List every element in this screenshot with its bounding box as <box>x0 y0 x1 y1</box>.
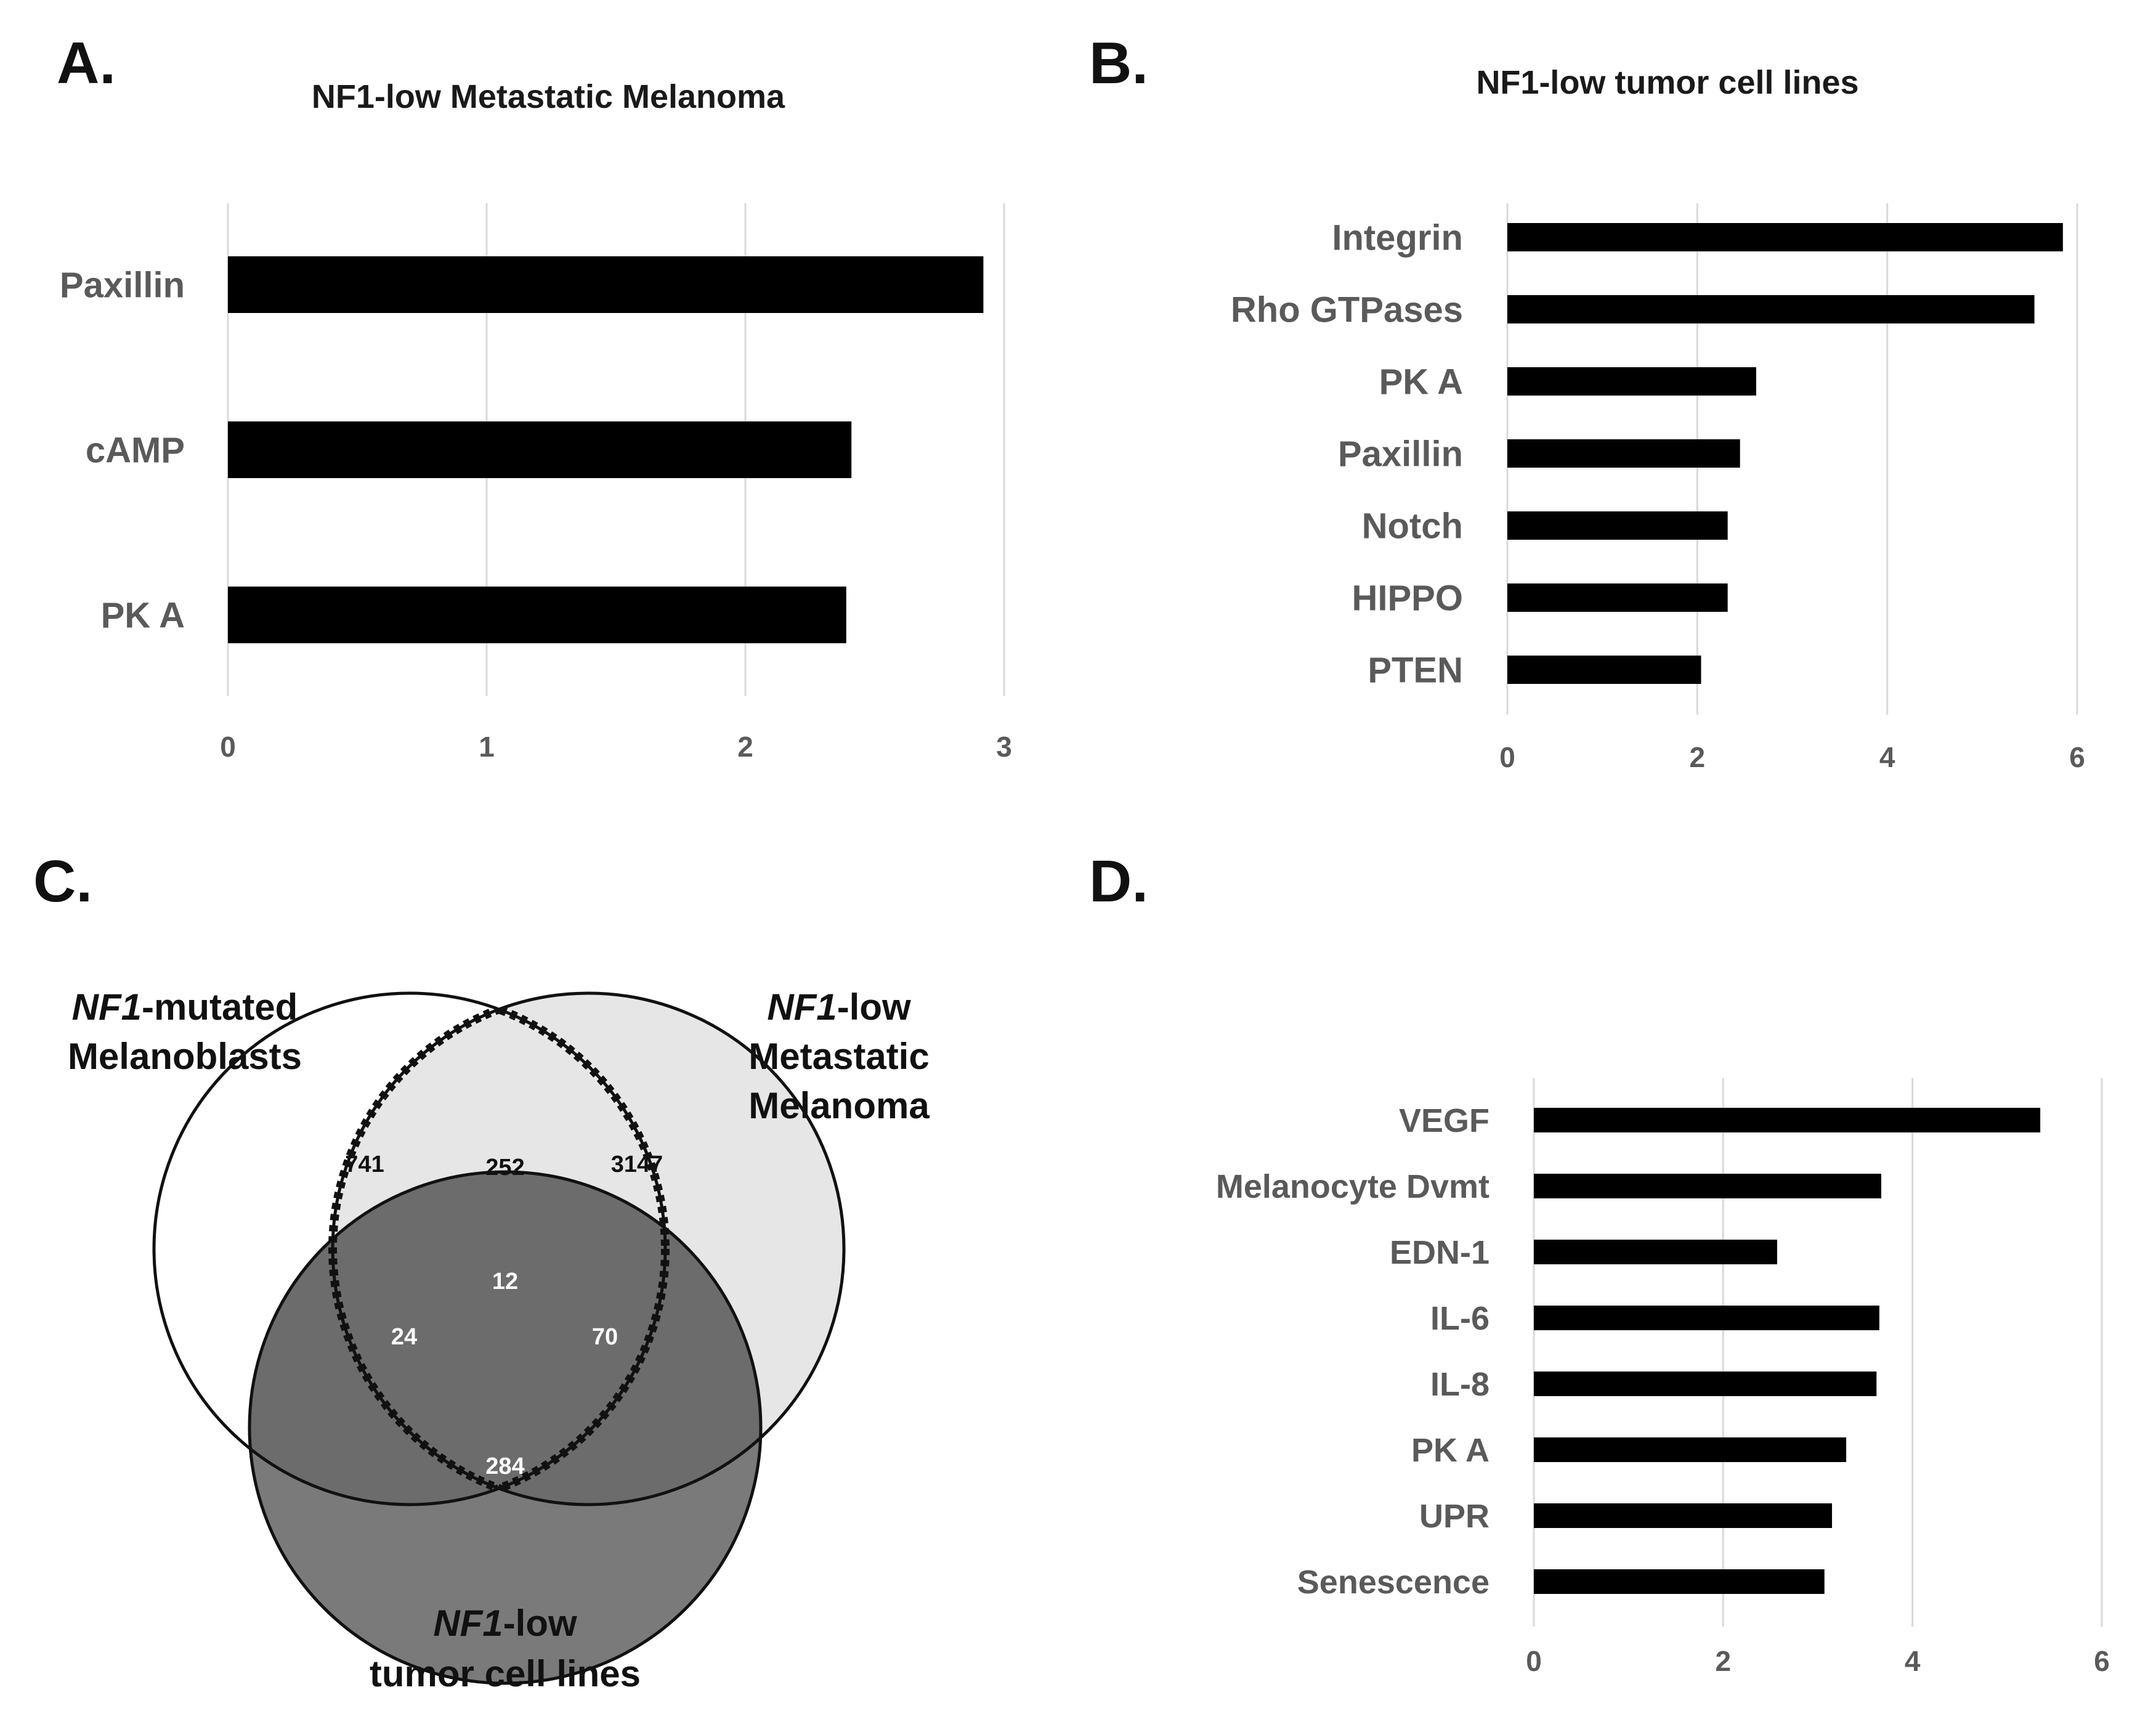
bar-pk-a <box>1507 367 1756 396</box>
venn-label-rest: -low <box>837 986 911 1028</box>
category-label: Paxillin <box>1338 434 1463 474</box>
category-label: Senescence <box>1297 1564 1489 1601</box>
bar-rho-gtpases <box>1507 295 2035 323</box>
venn-label-melanoblasts: NF1-mutated <box>72 986 298 1028</box>
bar-camp <box>228 421 852 478</box>
venn-label-rest: -low <box>503 1603 577 1644</box>
x-tick-label: 1 <box>479 731 495 763</box>
category-label: VEGF <box>1399 1102 1489 1139</box>
chart-d: 0 2 4 6 VEGF Melanocyte Dvmt EDN-1 IL-6 IL-8 PK A… <box>1216 1078 2110 1677</box>
category-label: PK A <box>1379 362 1463 402</box>
venn-count-melanoblasts-only: 741 <box>345 1152 384 1177</box>
category-label: UPR <box>1419 1498 1489 1535</box>
venn-label-italic: NF1 <box>433 1603 503 1644</box>
x-tick-label: 0 <box>1526 1645 1542 1677</box>
venn-label-rest: -mutated <box>142 986 298 1028</box>
venn-label-cell_lines: NF1-low <box>433 1603 577 1644</box>
bar-melanocyte-dvmt <box>1534 1174 1881 1198</box>
bar-edn-1 <box>1534 1240 1777 1264</box>
x-tick-label: 6 <box>2069 741 2085 773</box>
panel-letter-c: C. <box>33 848 92 914</box>
venn-label-italic: NF1 <box>767 986 837 1028</box>
bar-integrin <box>1507 223 2063 251</box>
bar-upr <box>1534 1503 1833 1528</box>
bar-notch <box>1507 511 1728 540</box>
bar-hippo <box>1507 583 1728 612</box>
category-label: Integrin <box>1332 217 1463 258</box>
category-label: PK A <box>101 595 185 635</box>
x-tick-label: 6 <box>2094 1645 2110 1677</box>
bar-pten <box>1507 656 1701 684</box>
category-label: PK A <box>1411 1432 1489 1469</box>
category-label: IL-8 <box>1430 1366 1489 1403</box>
category-label: HIPPO <box>1352 578 1464 618</box>
category-label: Melanocyte Dvmt <box>1216 1168 1489 1205</box>
bar-pk-a <box>228 587 846 643</box>
venn-count-cell-lines-only: 284 <box>485 1453 524 1479</box>
chart-a: NF1-low Metastatic Melanoma 0 1 2 3 Paxillin c… <box>60 78 1012 763</box>
bar-paxillin <box>1507 439 1740 468</box>
venn-label-italic: NF1 <box>72 986 142 1028</box>
venn-count-all-three: 12 <box>492 1269 518 1294</box>
venn-outline-cell-lines <box>248 1170 763 1685</box>
venn-dotted-a-group <box>333 993 670 1505</box>
bar-il-8 <box>1534 1372 1877 1396</box>
venn-label-cell_lines-line2: tumor cell lines <box>370 1653 641 1694</box>
venn-count-melanoma-only: 3147 <box>611 1152 663 1177</box>
venn-overlap-bc <box>333 1172 761 1505</box>
venn-overlap-bc-group <box>333 1172 761 1505</box>
venn-label-melanoma: NF1-low <box>767 986 911 1028</box>
category-label: Rho GTPases <box>1231 290 1463 330</box>
category-label: Notch <box>1362 506 1463 546</box>
panel-letter-a: A. <box>57 30 116 96</box>
venn-label-melanoma-line3: Melanoma <box>748 1085 930 1126</box>
x-tick-label: 0 <box>1499 741 1515 773</box>
x-tick-label: 2 <box>737 731 753 763</box>
venn-dotted-b <box>328 993 665 1505</box>
chart-b: NF1-low tumor cell lines 0 2 4 6 Integrin Rho … <box>1231 64 2085 773</box>
category-label: EDN-1 <box>1390 1234 1489 1271</box>
category-label: Paxillin <box>60 265 185 305</box>
venn-count-melanoma-cell-lines: 70 <box>592 1324 618 1350</box>
chart-title: NF1-low Metastatic Melanoma <box>312 78 785 115</box>
bar-pk-a <box>1534 1437 1847 1462</box>
venn-label-melanoblasts-line2: Melanoblasts <box>68 1036 302 1077</box>
bar-vegf <box>1534 1108 2041 1132</box>
panel-letter-b: B. <box>1089 30 1148 96</box>
bar-paxillin <box>228 256 984 313</box>
venn-count-melanoblasts-melanoma: 252 <box>485 1155 524 1181</box>
x-tick-label: 2 <box>1690 741 1706 773</box>
x-tick-label: 0 <box>220 731 236 763</box>
category-label: cAMP <box>86 430 185 470</box>
venn-dotted-a <box>333 993 670 1505</box>
venn-label-melanoma-line2: Metastatic <box>748 1036 929 1077</box>
venn-count-melanoblasts-cell-lines: 24 <box>391 1324 417 1350</box>
category-label: PTEN <box>1368 650 1463 690</box>
x-tick-label: 2 <box>1716 1645 1732 1677</box>
chart-title: NF1-low tumor cell lines <box>1476 64 1858 101</box>
bar-senescence <box>1534 1569 1825 1594</box>
panel-letter-d: D. <box>1089 848 1148 914</box>
x-tick-label: 3 <box>996 731 1012 763</box>
x-tick-label: 4 <box>1879 741 1895 773</box>
category-label: IL-6 <box>1430 1300 1489 1337</box>
bar-il-6 <box>1534 1306 1879 1330</box>
venn-dotted-b-group <box>328 993 665 1505</box>
x-tick-label: 4 <box>1905 1645 1921 1677</box>
